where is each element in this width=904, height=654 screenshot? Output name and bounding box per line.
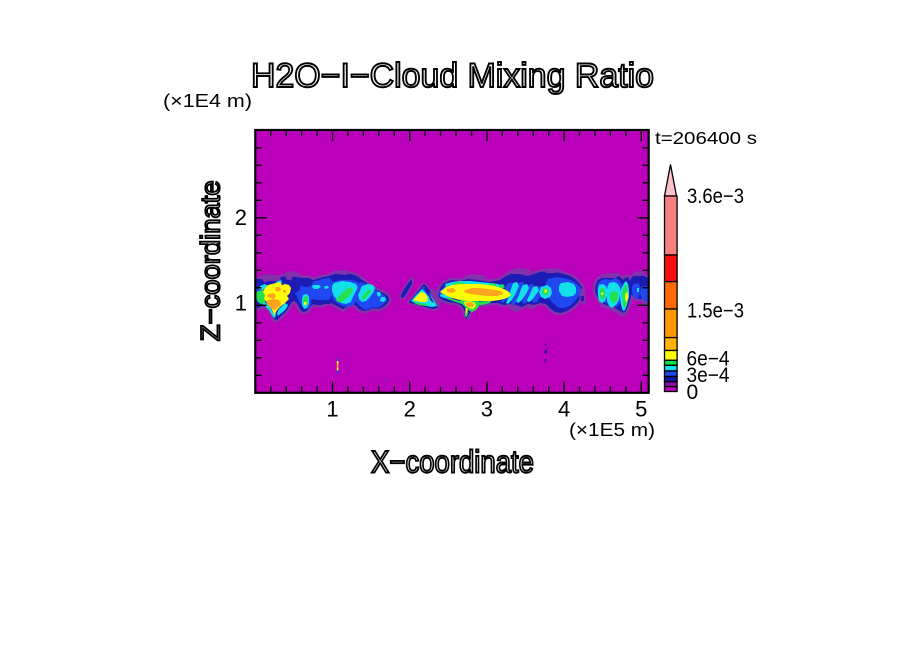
svg-text:t=206400 s: t=206400 s bbox=[655, 128, 757, 148]
svg-text:4: 4 bbox=[558, 397, 570, 422]
svg-text:5: 5 bbox=[635, 397, 647, 422]
svg-text:6e−4: 6e−4 bbox=[687, 348, 730, 371]
svg-text:(×1E5 m): (×1E5 m) bbox=[569, 419, 655, 440]
svg-text:0: 0 bbox=[687, 381, 699, 404]
svg-text:X−coordinate: X−coordinate bbox=[371, 444, 534, 480]
svg-text:2: 2 bbox=[404, 397, 416, 422]
svg-text:1.5e−3: 1.5e−3 bbox=[687, 300, 744, 323]
svg-text:H2O−I−Cloud Mixing Ratio: H2O−I−Cloud Mixing Ratio bbox=[251, 57, 654, 95]
svg-text:1: 1 bbox=[235, 291, 247, 316]
svg-text:1: 1 bbox=[326, 397, 338, 422]
svg-text:Z−coordinate: Z−coordinate bbox=[196, 180, 226, 341]
svg-text:(×1E4 m): (×1E4 m) bbox=[163, 90, 252, 111]
svg-text:3e−4: 3e−4 bbox=[687, 364, 730, 387]
svg-text:3.6e−3: 3.6e−3 bbox=[687, 185, 744, 208]
svg-text:2: 2 bbox=[235, 205, 247, 230]
svg-text:3: 3 bbox=[481, 397, 493, 422]
